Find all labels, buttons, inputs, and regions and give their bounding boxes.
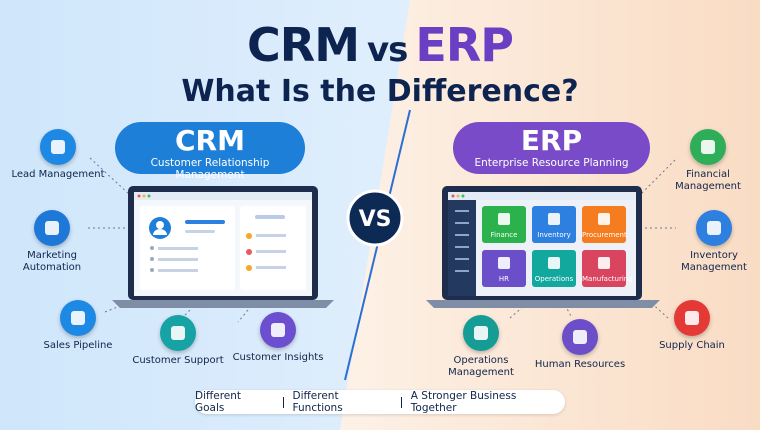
feature-label: Sales Pipeline — [43, 340, 113, 351]
feature-label: Customer Support — [132, 355, 224, 366]
title: CRM vs ERP — [0, 18, 760, 72]
versus: VS — [359, 207, 392, 232]
icon-glyph — [51, 140, 65, 154]
icon-glyph — [685, 311, 699, 325]
feature-icon — [40, 129, 76, 165]
tile-glyph — [498, 213, 510, 225]
feature-icon — [674, 300, 710, 336]
crm-full-name: Customer Relationship Management — [150, 157, 270, 181]
feature-icon — [34, 210, 70, 246]
icon-glyph — [171, 326, 185, 340]
feature-icon — [60, 300, 96, 336]
crm-pill: CRM Customer Relationship Management — [115, 122, 305, 181]
title-right: ERP — [415, 18, 514, 72]
footer-item: Different Goals — [195, 390, 242, 414]
erp-name: ERP — [520, 124, 583, 157]
tile-glyph — [598, 257, 610, 269]
feature-label: Operations Management — [448, 355, 514, 378]
footer-item: Different Functions — [292, 390, 343, 414]
module-tile: Operations — [532, 250, 576, 287]
feature-icon — [260, 312, 296, 348]
erp-pill: ERP Enterprise Resource Planning — [453, 122, 650, 174]
separator — [400, 396, 402, 408]
feature-label: Customer Insights — [232, 352, 324, 363]
icon-glyph — [707, 221, 721, 235]
tile-glyph — [548, 213, 560, 225]
module-tile: Procurement — [582, 206, 627, 243]
tile-glyph — [498, 257, 510, 269]
icon-glyph — [701, 140, 715, 154]
footer: Different Goals Different Functions A Stro… — [195, 390, 565, 414]
feature-icon — [690, 129, 726, 165]
module-tile: Inventory — [532, 206, 576, 243]
tile-glyph — [598, 213, 610, 225]
feature-icon — [562, 319, 598, 355]
subtitle: What Is the Difference? — [181, 74, 579, 109]
icon-glyph — [71, 311, 85, 325]
feature-label: Supply Chain — [659, 340, 725, 351]
module-tile: Manufacturing — [582, 250, 633, 287]
module-tile: Finance — [482, 206, 526, 243]
title-left: CRM — [247, 18, 360, 72]
icon-glyph — [474, 326, 488, 340]
feature-icon — [696, 210, 732, 246]
title-middle: vs — [367, 30, 408, 70]
separator — [282, 396, 284, 408]
erp-full-name: Enterprise Resource Planning — [474, 157, 629, 169]
feature-icon — [463, 315, 499, 351]
footer-item: A Stronger Business Together — [410, 390, 517, 414]
feature-label: Inventory Management — [681, 250, 747, 273]
module-tile: HR — [482, 250, 526, 287]
tile-glyph — [548, 257, 560, 269]
feature-icon — [160, 315, 196, 351]
feature-label: Financial Management — [675, 169, 741, 192]
icon-glyph — [573, 330, 587, 344]
feature-label: Lead Management — [11, 169, 105, 180]
icon-glyph — [271, 323, 285, 337]
icon-glyph — [45, 221, 59, 235]
crm-name: CRM — [175, 124, 245, 157]
feature-label: Marketing Automation — [22, 250, 82, 273]
feature-label: Human Resources — [534, 359, 626, 370]
